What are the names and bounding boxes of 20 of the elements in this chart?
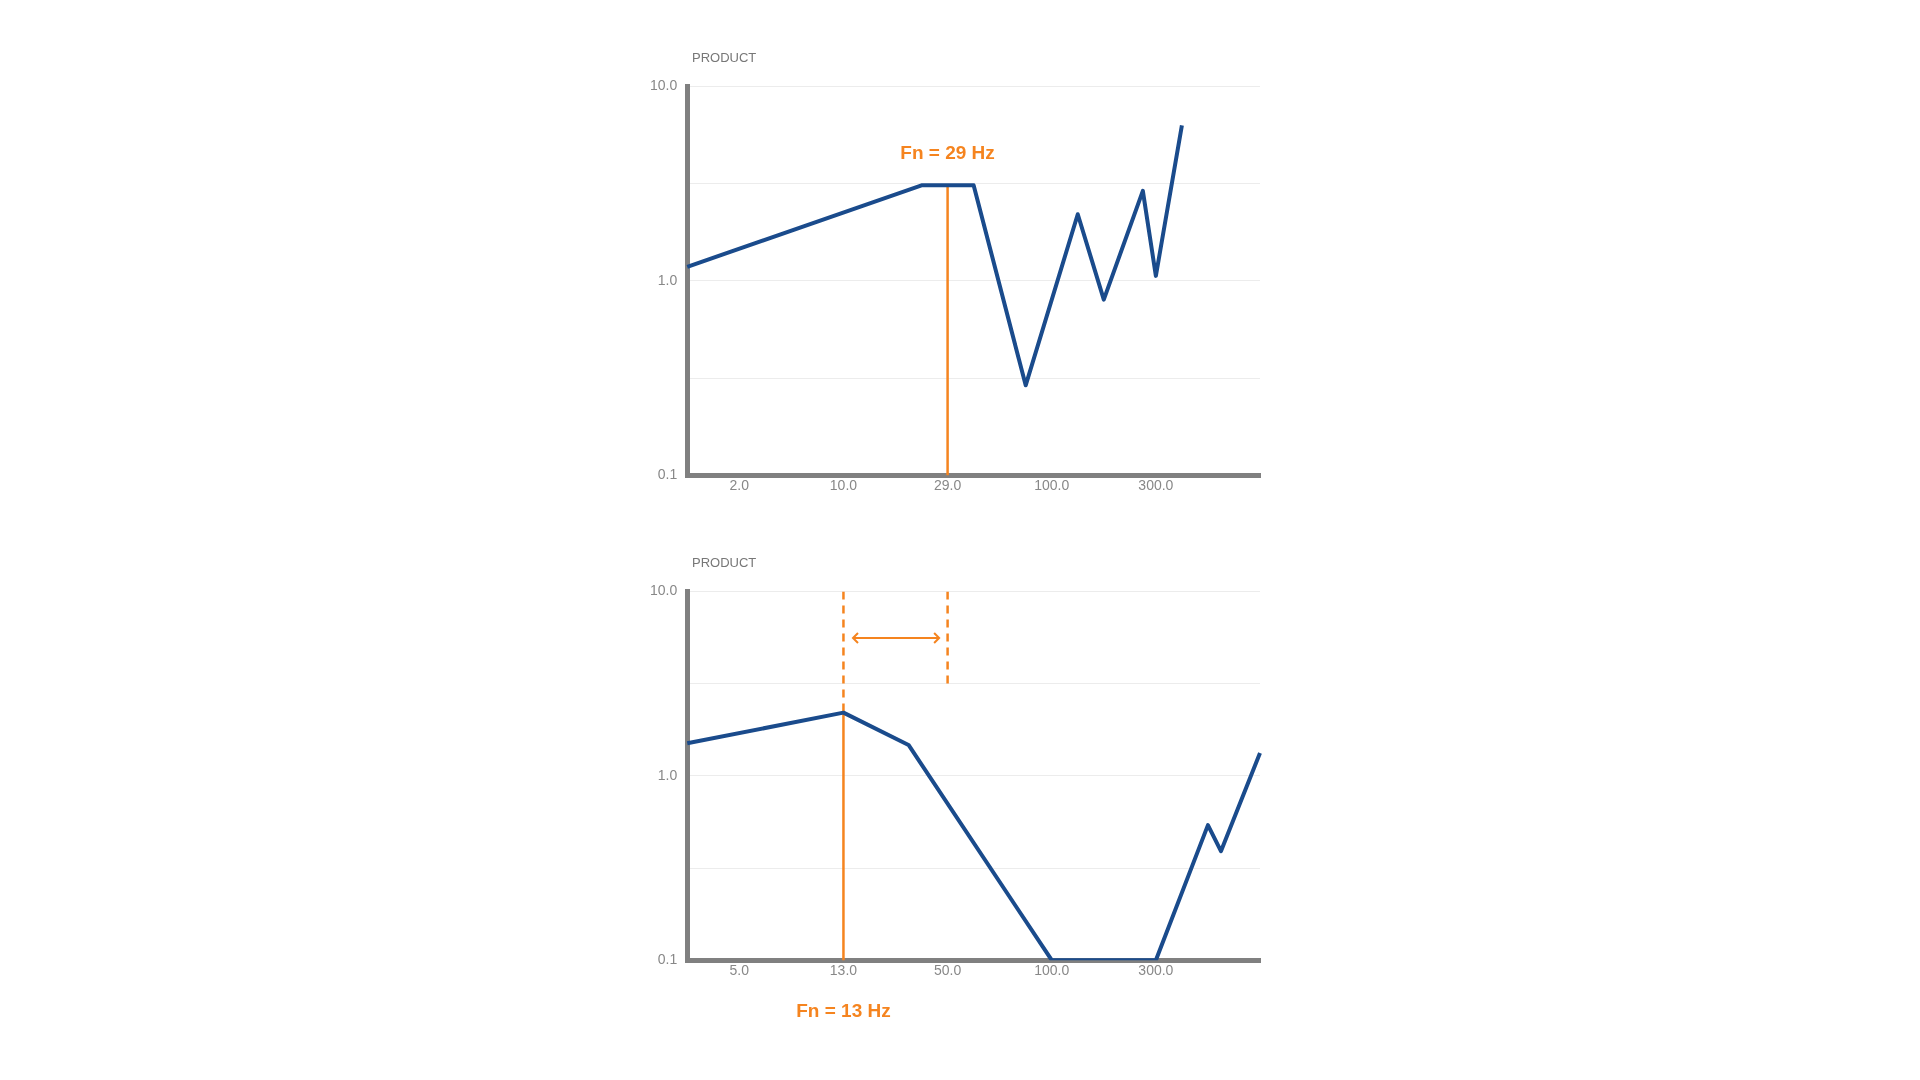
y-axis-title: PRODUCT — [692, 50, 757, 65]
y-tick-label: 0.1 — [657, 951, 678, 968]
y-tick-label: 10.0 — [650, 582, 678, 599]
y-tick-label: 1.0 — [657, 766, 678, 783]
text: Fn = 13 Hz — [796, 1000, 891, 1022]
x-tick-label: 300.0 — [1138, 477, 1174, 494]
x-tick-label: 100.0 — [1034, 962, 1070, 979]
y-tick-label: 10.0 — [650, 77, 678, 94]
y-tick-label: 0.1 — [657, 466, 678, 483]
annotation: Fn = 29 Hz — [900, 141, 995, 163]
x-tick-label: 13.0 — [829, 962, 858, 979]
x-tick-label: 5.0 — [729, 962, 750, 979]
x-tick-label: 29.0 — [933, 477, 962, 494]
y-tick-label: 1.0 — [657, 271, 678, 288]
x-tick-label: 100.0 — [1034, 477, 1070, 494]
x-tick-label: 2.0 — [729, 477, 750, 494]
x-tick-label: 300.0 — [1138, 962, 1174, 979]
y-axis-title: PRODUCT — [692, 555, 757, 570]
x-tick-label: 10.0 — [829, 477, 858, 494]
x-tick-label: 50.0 — [933, 962, 962, 979]
